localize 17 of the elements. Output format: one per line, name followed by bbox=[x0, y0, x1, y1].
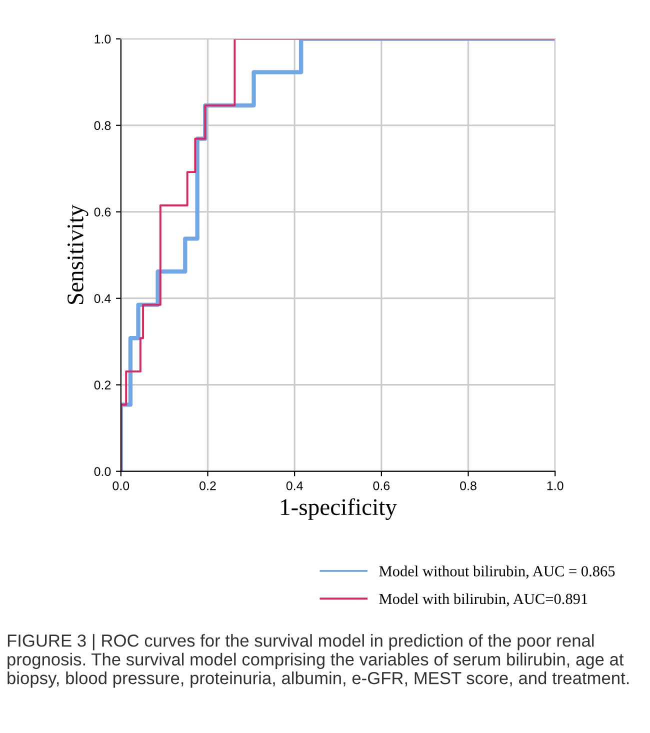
legend-label: Model with bilirubin, AUC=0.891 bbox=[379, 593, 588, 606]
y-tick-label: 0.0 bbox=[94, 467, 111, 476]
y-tick-label: 0.4 bbox=[94, 294, 111, 303]
x-tick-label: 0.2 bbox=[200, 481, 216, 490]
y-tick-label: 0.6 bbox=[94, 208, 111, 216]
x-axis-title: 1-specificity bbox=[281, 498, 397, 520]
x-tick-label: 0.4 bbox=[286, 481, 303, 490]
x-tick-label: 0.0 bbox=[112, 481, 130, 490]
x-tick-label: 1.0 bbox=[547, 481, 564, 490]
y-axis-title: Sensitivity bbox=[68, 204, 88, 304]
x-tick-label: 0.6 bbox=[373, 481, 390, 490]
legend-label: Model without bilirubin, AUC = 0.865 bbox=[379, 566, 615, 579]
y-tick-label: 1.0 bbox=[94, 34, 111, 44]
x-tick-label: 0.8 bbox=[460, 481, 476, 490]
y-tick-label: 0.2 bbox=[94, 380, 111, 390]
y-tick-label: 0.8 bbox=[94, 121, 111, 130]
caption: FIGURE 3 | ROC curves for the survival model in prediction of the poor renal prognosis. The survival model comprising the variables of serum bilirubin, age at biopsy, blood pressure, proteinuria, albumin, e-GFR, MEST score, and treatment. bbox=[8, 634, 629, 688]
